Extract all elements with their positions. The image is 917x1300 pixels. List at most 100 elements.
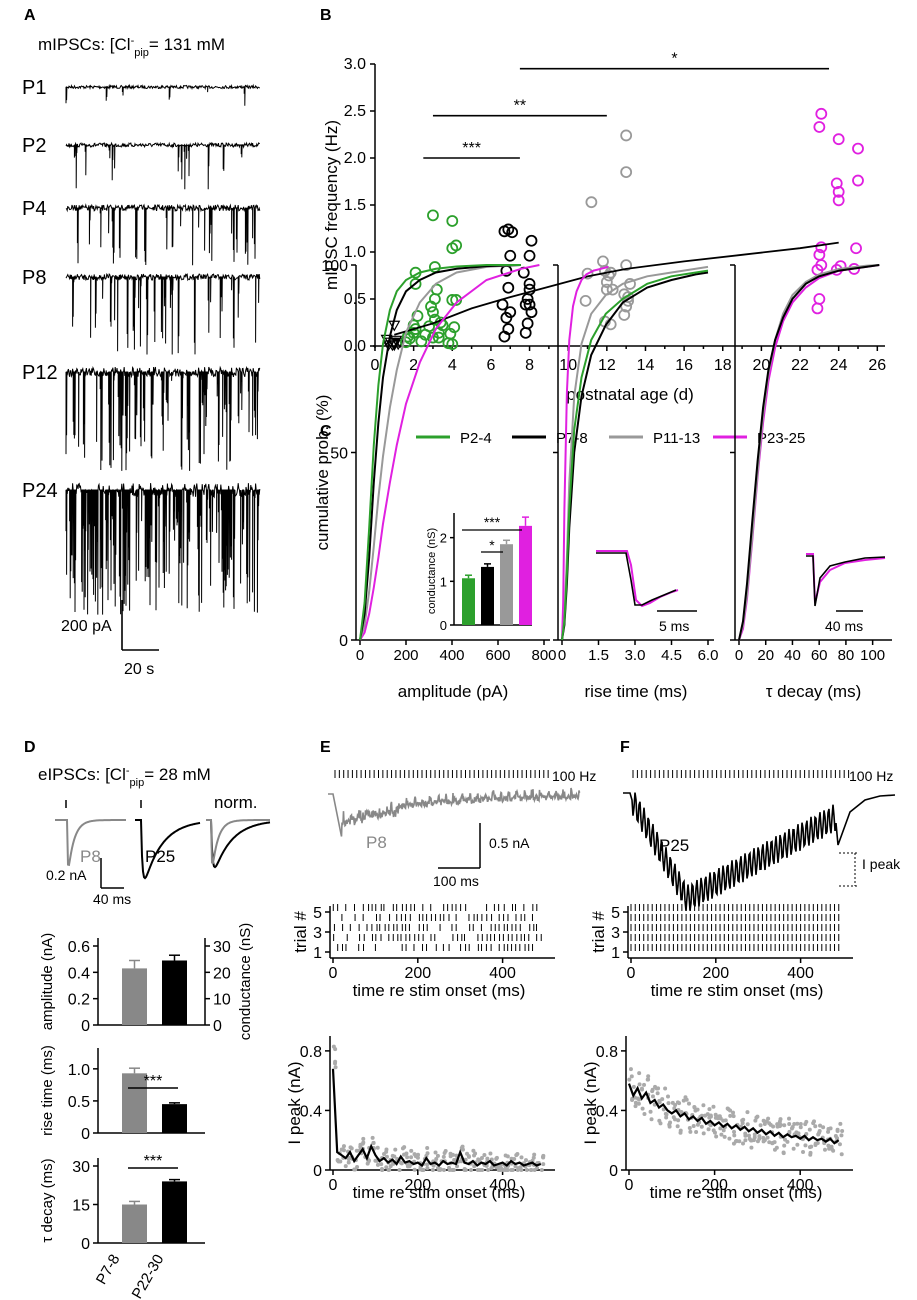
trial-point [629, 1074, 634, 1079]
trial-point [441, 1154, 446, 1159]
data-point [811, 302, 824, 315]
data-point [506, 226, 519, 239]
trial-point [699, 1124, 704, 1129]
trial-point [745, 1122, 750, 1127]
trial-point [633, 1104, 638, 1109]
trial-point [637, 1082, 642, 1087]
trial-point [835, 1136, 840, 1141]
trial-point [676, 1118, 681, 1123]
trial-point [485, 1156, 490, 1161]
y-tick-label: 0 [81, 1126, 90, 1143]
trial-point [699, 1113, 704, 1118]
trial-point [745, 1110, 750, 1115]
trial-point [541, 1162, 546, 1167]
eipsc-train-trace-e [328, 787, 581, 837]
data-point [579, 294, 592, 307]
trial-point [333, 1065, 338, 1070]
mipsc-trace [65, 482, 261, 615]
trial-point [835, 1127, 840, 1132]
trial-point [655, 1091, 660, 1096]
trial-point [755, 1139, 760, 1144]
trial-point [412, 1152, 417, 1157]
fit-line [394, 241, 839, 336]
mipsc-trace [65, 365, 261, 471]
age-label: P24 [22, 480, 58, 502]
trial-point [667, 1122, 672, 1127]
trial-point [778, 1117, 783, 1122]
trial-point [627, 1077, 632, 1082]
eipsc-trace-p25 [135, 819, 201, 880]
scale-d-na: 0.2 nA [46, 867, 87, 883]
x-tick-label: 4.5 [661, 647, 682, 664]
bar [122, 968, 147, 1025]
trial-point [804, 1131, 809, 1136]
trial-point [486, 1168, 491, 1172]
trial-point [815, 1141, 820, 1146]
data-point [411, 310, 424, 322]
trial-point [637, 1071, 642, 1076]
trial-point [370, 1135, 375, 1140]
inset-trace [596, 550, 679, 608]
x-tick-label: 0 [627, 965, 636, 982]
x-tick-label: 12 [598, 357, 616, 374]
trial-point [713, 1112, 718, 1117]
trial-point [795, 1121, 800, 1126]
trial-point [684, 1097, 689, 1102]
significance-label: *** [144, 1153, 163, 1170]
data-point [830, 177, 843, 190]
x-tick-label: 100 [860, 647, 885, 664]
age-label: P1 [22, 77, 46, 99]
x-tick-label: 40 [784, 647, 801, 664]
trial-point [664, 1115, 669, 1120]
x-axis-label: amplitude (pA) [398, 682, 509, 701]
panel-label-c: C [320, 423, 332, 440]
trial-point [731, 1114, 736, 1119]
trial-point [726, 1107, 731, 1112]
trial-point [539, 1168, 544, 1172]
trial-point [459, 1146, 464, 1151]
trial-point [660, 1097, 665, 1102]
trial-point [513, 1164, 518, 1169]
inset-bar [481, 566, 494, 625]
data-point [409, 278, 422, 290]
trial-point [713, 1115, 718, 1120]
trial-point [336, 1159, 341, 1164]
x-tick-label: 20 [757, 647, 774, 664]
x-tick-label: 60 [811, 647, 828, 664]
trial-point [628, 1067, 633, 1072]
trial-point [808, 1152, 813, 1157]
x-tick-label: 400 [439, 647, 464, 664]
x-tick-label: 400 [489, 965, 516, 982]
trial-point [701, 1103, 706, 1108]
trial-point [765, 1135, 770, 1140]
trial-point [441, 1168, 446, 1172]
trial-point [510, 1168, 515, 1172]
trial-point [787, 1116, 792, 1121]
cumulative-curve [738, 264, 880, 641]
data-point [525, 234, 538, 247]
data-point [523, 249, 536, 262]
y-tick-label: 3 [313, 925, 322, 942]
trial-point [718, 1126, 723, 1131]
trial-point [695, 1107, 700, 1112]
trial-point [435, 1153, 440, 1158]
trial-point [392, 1154, 397, 1159]
y-tick-label: 0 [609, 1163, 618, 1180]
trial-point [636, 1101, 641, 1106]
x-tick-label: 6.0 [698, 647, 719, 664]
x-tick-label: 0 [356, 647, 364, 664]
y-tick-label: 0.4 [300, 1103, 322, 1120]
trial-point [752, 1132, 757, 1137]
trial-point [701, 1131, 706, 1136]
trial-point [714, 1134, 719, 1139]
cumulative-curve [561, 265, 609, 641]
data-point [581, 267, 594, 280]
y-tick-label: 0.5 [344, 291, 366, 308]
trial-point [781, 1151, 786, 1156]
y-tick-label: 100 [321, 258, 348, 275]
trace-label-norm: norm. [214, 793, 257, 812]
trial-point [671, 1115, 676, 1120]
trial-point [664, 1112, 669, 1117]
trial-point [523, 1158, 528, 1163]
